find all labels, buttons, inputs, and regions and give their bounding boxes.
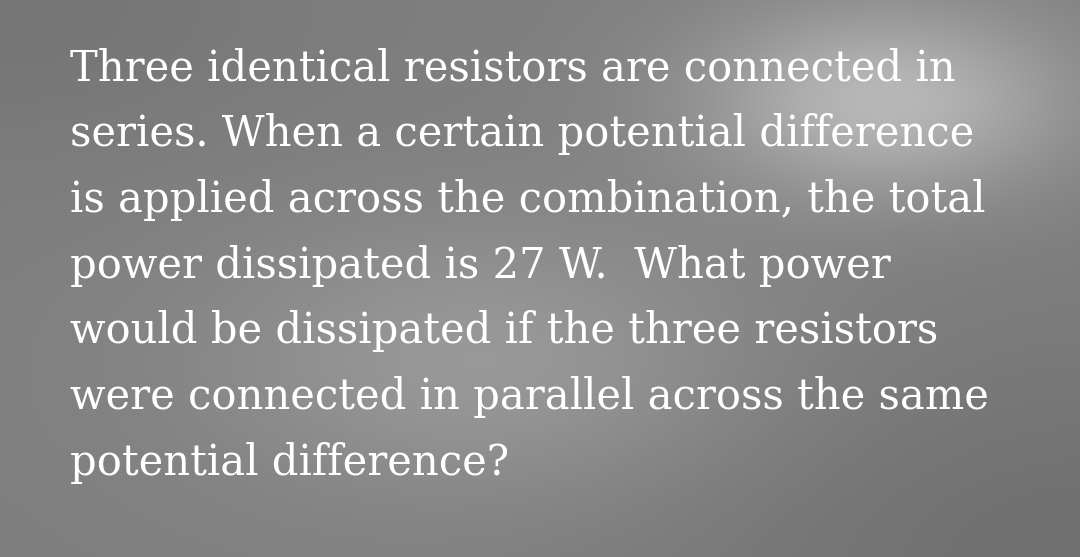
Text: potential difference?: potential difference? (70, 442, 510, 483)
Text: series. When a certain potential difference: series. When a certain potential differe… (70, 113, 974, 155)
Text: would be dissipated if the three resistors: would be dissipated if the three resisto… (70, 310, 939, 352)
Text: is applied across the combination, the total: is applied across the combination, the t… (70, 179, 986, 221)
Text: were connected in parallel across the same: were connected in parallel across the sa… (70, 376, 989, 418)
Text: power dissipated is 27 W.  What power: power dissipated is 27 W. What power (70, 245, 891, 286)
Text: Three identical resistors are connected in: Three identical resistors are connected … (70, 47, 956, 89)
